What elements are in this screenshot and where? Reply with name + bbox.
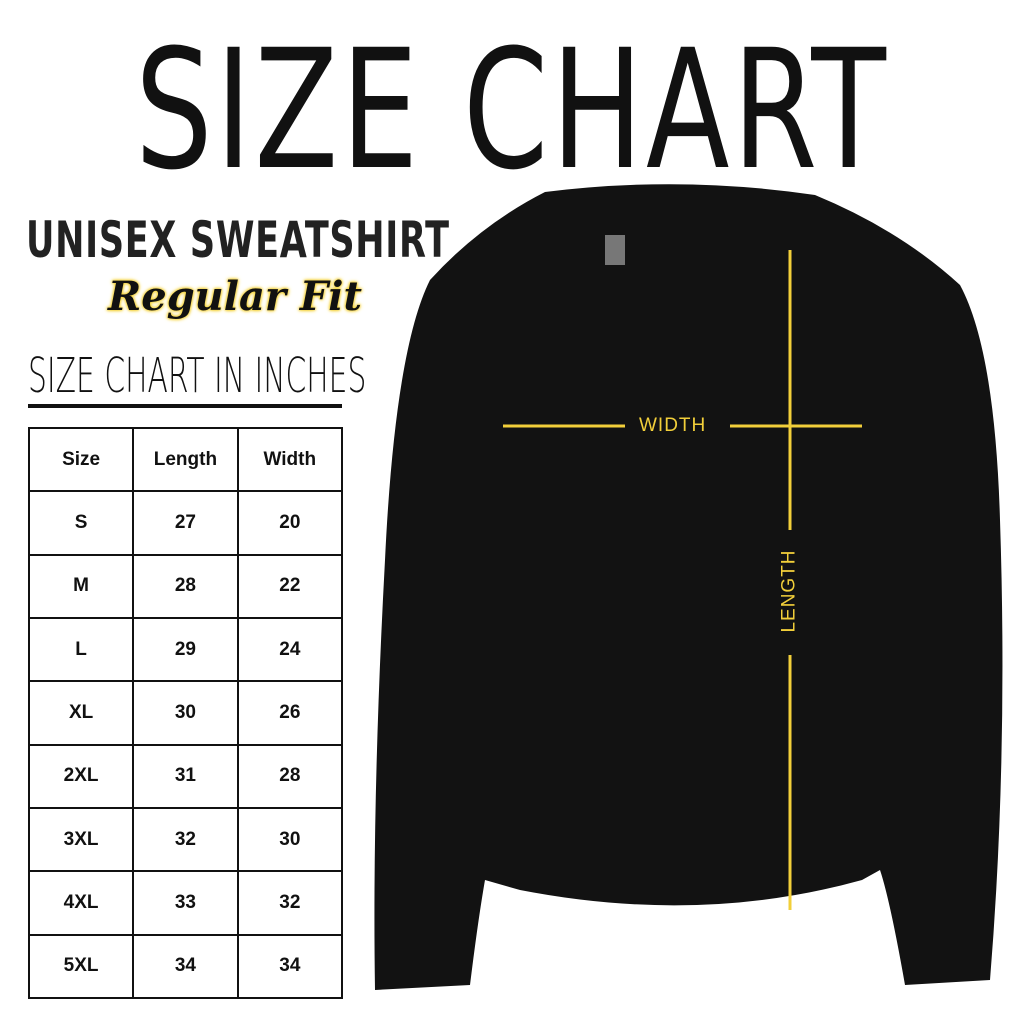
width-label: WIDTH xyxy=(639,415,707,436)
table-cell: 34 xyxy=(132,933,239,1000)
table-cell: 4XL xyxy=(27,870,135,936)
table-cell: 26 xyxy=(236,680,344,746)
table-cell: 24 xyxy=(236,616,344,683)
page-title: SIZE CHART xyxy=(135,14,889,206)
table-cell: 30 xyxy=(236,806,344,873)
table-cell: L xyxy=(27,616,135,683)
header-cell: Size xyxy=(27,426,135,493)
fit-label: Regular Fit xyxy=(108,273,362,320)
table-cell: 32 xyxy=(236,870,344,936)
table-row: L 29 24 xyxy=(27,616,344,683)
table-row: 5XL 34 34 xyxy=(27,933,344,1000)
table-cell: 28 xyxy=(132,553,239,619)
table-cell: M xyxy=(27,553,135,619)
table-cell: 22 xyxy=(236,553,344,619)
table-row: 3XL 32 30 xyxy=(27,806,344,873)
table-cell: 30 xyxy=(132,680,239,746)
table-cell: 2XL xyxy=(27,743,135,809)
product-name: UNISEX SWEATSHIRT xyxy=(26,211,450,269)
table-cell: 27 xyxy=(132,490,239,556)
header-cell: Length xyxy=(132,426,239,493)
table-cell: 5XL xyxy=(27,933,135,1000)
table-cell: 31 xyxy=(132,743,239,809)
table-cell: 20 xyxy=(236,490,344,556)
sweatshirt-body xyxy=(374,184,1003,990)
neck-tag xyxy=(605,235,625,265)
table-row: 2XL 31 28 xyxy=(27,743,344,809)
table-cell: 3XL xyxy=(27,806,135,873)
table-title: SIZE CHART IN INCHES xyxy=(28,348,367,404)
table-row: XL 30 26 xyxy=(27,680,344,746)
table-row: S 27 20 xyxy=(27,490,344,556)
table-header-row: Size Length Width xyxy=(27,426,344,493)
table-cell: 34 xyxy=(236,933,344,1000)
table-cell: S xyxy=(27,490,135,556)
size-table: Size Length Width S 27 20 M 28 22 L 29 24 XL 30 26 2XL 3… xyxy=(27,426,344,1000)
title-underline xyxy=(28,404,342,408)
table-cell: XL xyxy=(27,680,135,746)
length-label: LENGTH xyxy=(778,549,800,633)
table-cell: 32 xyxy=(132,806,239,873)
table-row: 4XL 33 32 xyxy=(27,870,344,936)
table-row: M 28 22 xyxy=(27,553,344,619)
header-cell: Width xyxy=(236,426,344,493)
table-cell: 33 xyxy=(132,870,239,936)
table-cell: 29 xyxy=(132,616,239,683)
table-cell: 28 xyxy=(236,743,344,809)
